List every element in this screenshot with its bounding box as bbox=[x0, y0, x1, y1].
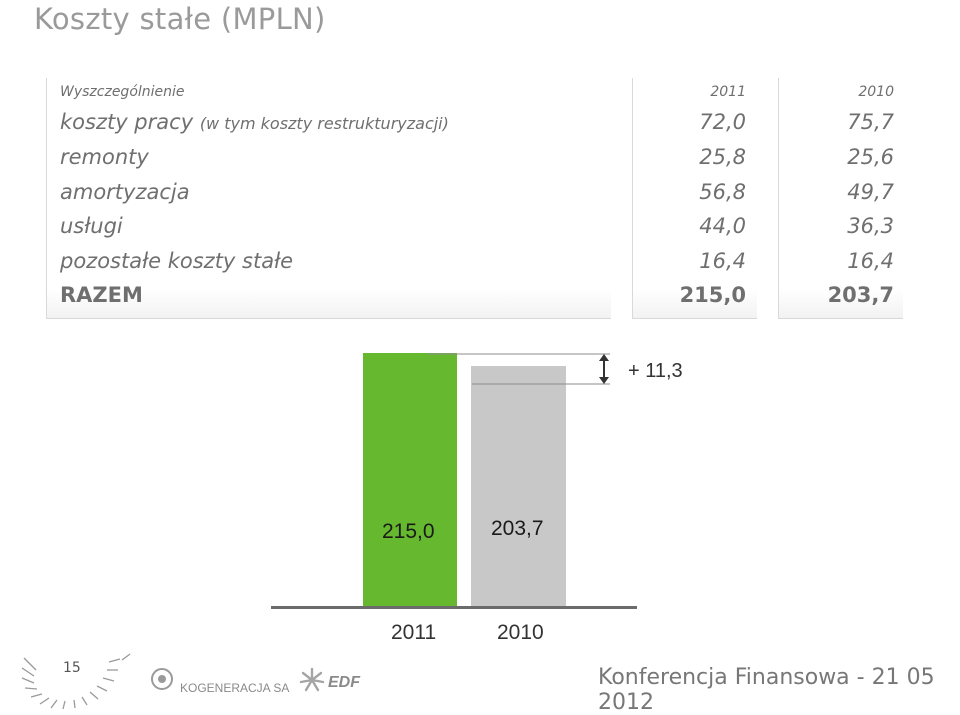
table-cell-2010-total: 203,7 bbox=[827, 283, 894, 307]
row-label-razem: RAZEM bbox=[60, 283, 143, 307]
table-header-label: Wyszczególnienie bbox=[60, 84, 185, 100]
table-header-2011: 2011 bbox=[710, 84, 746, 100]
bar-value-label-2010: 203,7 bbox=[491, 517, 544, 540]
table-cell-2011: 72,0 bbox=[699, 110, 746, 134]
table-cell-2011: 25,8 bbox=[699, 145, 746, 169]
table-cell-2011-total: 215,0 bbox=[679, 283, 746, 307]
bar-value-label-2011: 215,0 bbox=[382, 520, 435, 543]
table-2011-panel bbox=[632, 78, 757, 319]
table-cell-2010: 36,3 bbox=[847, 214, 894, 238]
page-number: 15 bbox=[63, 660, 81, 676]
bar-2010 bbox=[471, 366, 566, 606]
edf-logo-text: EDF bbox=[328, 674, 360, 691]
kogeneracja-logo-icon bbox=[151, 668, 173, 690]
difference-marker bbox=[428, 353, 610, 385]
edf-logo-icon bbox=[299, 667, 325, 692]
chart-baseline bbox=[271, 606, 637, 609]
table-cell-2010: 49,7 bbox=[847, 180, 894, 204]
difference-label: + 11,3 bbox=[628, 360, 683, 382]
slide-title: Koszty stałe (MPLN) bbox=[34, 2, 326, 36]
table-header-2010: 2010 bbox=[858, 84, 894, 100]
table-description-panel bbox=[46, 78, 611, 319]
row-label-pozostale: pozostałe koszty stałe bbox=[60, 249, 294, 273]
table-cell-2010: 75,7 bbox=[847, 110, 894, 134]
radial-decoration-icon bbox=[21, 653, 131, 710]
table-cell-2011: 44,0 bbox=[699, 214, 746, 238]
table-cell-2011: 16,4 bbox=[699, 249, 746, 273]
row-note: (w tym koszty restrukturyzacji) bbox=[199, 114, 449, 133]
table-cell-2010: 25,6 bbox=[847, 145, 894, 169]
row-label-remonty: remonty bbox=[60, 145, 149, 169]
row-label-uslugi: usługi bbox=[60, 214, 123, 238]
conference-title: Konferencja Finansowa - 21 05 2012 bbox=[598, 665, 935, 715]
table-row-label: koszty pracy (w tym koszty restrukturyza… bbox=[60, 110, 449, 134]
table-cell-2010: 16,4 bbox=[847, 249, 894, 273]
x-tick-label-2010: 2010 bbox=[497, 621, 544, 644]
table-2010-panel bbox=[778, 78, 903, 319]
row-label-amortyzacja: amortyzacja bbox=[60, 180, 190, 204]
bar-2011 bbox=[363, 353, 457, 606]
x-tick-label-2011: 2011 bbox=[391, 621, 437, 644]
row-label-koszty-pracy: koszty pracy bbox=[60, 110, 194, 134]
kogeneracja-logo-text: KOGENERACJA SA bbox=[180, 681, 290, 695]
table-cell-2011: 56,8 bbox=[699, 180, 746, 204]
